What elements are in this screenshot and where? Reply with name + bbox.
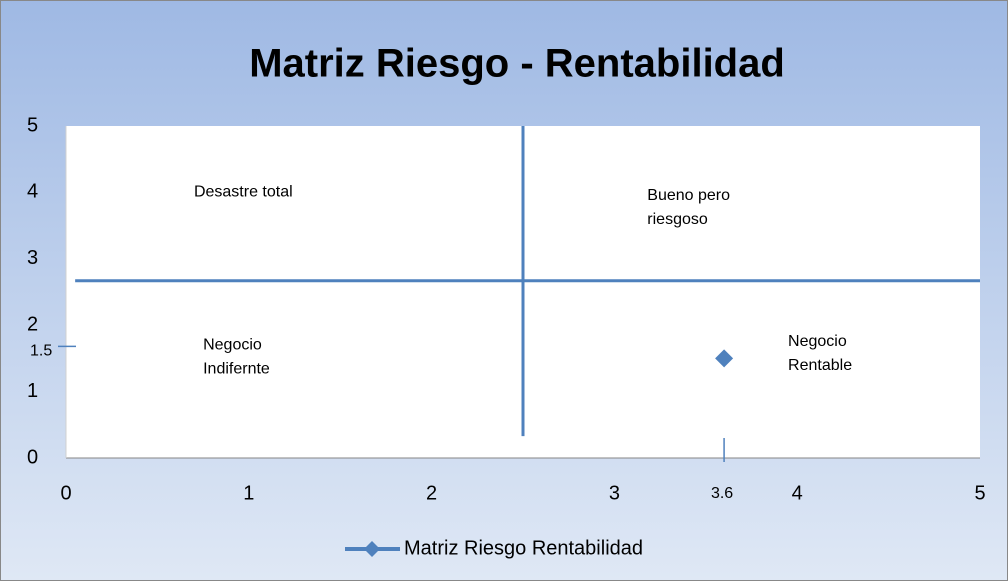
y-tick-label: 5: [27, 114, 38, 136]
x-tick-label: 4: [792, 482, 803, 504]
x-tick-label: 5: [974, 482, 985, 504]
y-tick-label: 4: [27, 181, 38, 203]
x-tick-label: 3: [609, 482, 620, 504]
y-tick-label: 3: [27, 247, 38, 269]
highlight-tick-label: 1.5: [30, 343, 52, 360]
y-tick-label: 2: [27, 313, 38, 335]
annotation: Bueno pero: [647, 187, 730, 204]
x-tick-label: 0: [60, 482, 71, 504]
legend-marker: [364, 541, 380, 557]
annotation: Indifernte: [203, 360, 270, 377]
annotation: riesgoso: [647, 211, 708, 228]
scatter-point: [715, 349, 734, 368]
legend-label: Matriz Riesgo Rentabilidad: [404, 537, 643, 559]
y-tick-label: 0: [27, 446, 38, 468]
annotation: Rentable: [788, 357, 852, 374]
annotation: Negocio: [203, 336, 262, 353]
x-tick-label: 2: [426, 482, 437, 504]
x-tick-label: 1: [243, 482, 254, 504]
annotation: Desastre total: [194, 184, 293, 201]
chart-title: Matriz Riesgo - Rentabilidad: [249, 42, 785, 86]
highlight-tick-label: 3.6: [711, 485, 733, 502]
annotation: Negocio: [788, 333, 847, 350]
y-tick-label: 1: [27, 380, 38, 402]
